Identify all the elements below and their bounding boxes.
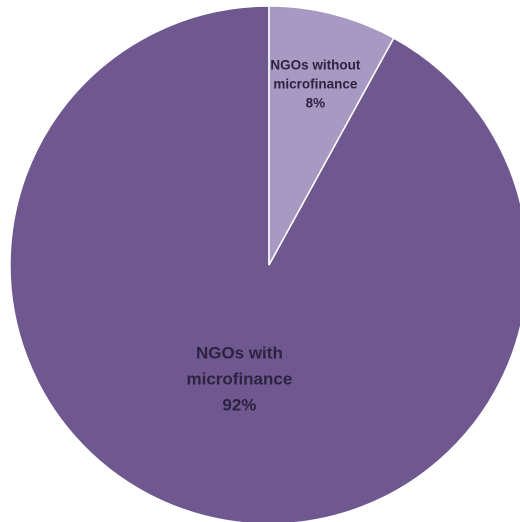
pie-slice-0 xyxy=(9,5,520,522)
pie-slice-label-0: NGOs with microfinance 92% xyxy=(186,344,292,415)
pie-slice-label-line: 92% xyxy=(222,396,256,415)
pie-slice-label-line: 8% xyxy=(306,95,326,110)
pie-slice-label-line: NGOs with xyxy=(196,344,283,363)
pie-slice-1 xyxy=(268,5,395,266)
pie-labels: NGOs with microfinance 92% NGOs without micr… xyxy=(186,57,360,415)
pie-slice-label-line: microfinance xyxy=(273,76,358,91)
pie-slices xyxy=(9,5,520,522)
pie-slice-label-1: NGOs without microfinance 8% xyxy=(270,57,360,110)
pie-slice-label-line: NGOs without xyxy=(270,57,360,72)
pie-slice-label-line: microfinance xyxy=(186,370,292,389)
